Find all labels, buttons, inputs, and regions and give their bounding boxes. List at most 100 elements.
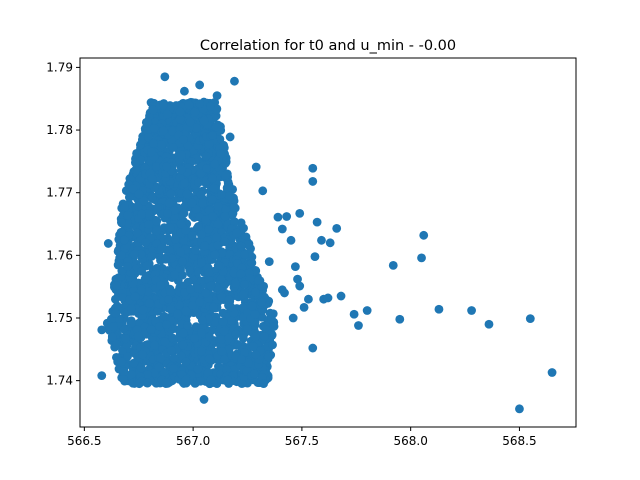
data-point [251, 350, 261, 360]
data-point [325, 238, 335, 248]
data-point [136, 286, 146, 296]
data-point [224, 333, 234, 343]
data-point [201, 215, 211, 225]
data-point [116, 250, 126, 260]
data-point [130, 292, 140, 302]
data-point [227, 210, 237, 220]
data-point [143, 117, 153, 127]
data-point [226, 302, 236, 312]
data-point [159, 100, 168, 110]
data-point [178, 340, 188, 350]
data-point [141, 238, 151, 247]
data-point [201, 151, 211, 161]
data-point [120, 202, 130, 212]
data-point [231, 329, 241, 339]
data-point [484, 319, 494, 329]
data-point [143, 133, 153, 142]
data-point [229, 268, 239, 278]
data-point [183, 277, 193, 287]
data-point [293, 274, 302, 284]
data-point [191, 204, 201, 214]
data-point [191, 245, 200, 255]
x-tick-label: 567.0 [176, 434, 210, 448]
data-point [124, 192, 134, 202]
data-point [176, 165, 186, 175]
data-point [176, 219, 186, 229]
data-point [176, 247, 185, 257]
data-point [147, 251, 157, 261]
data-point [217, 347, 227, 356]
data-point [434, 304, 444, 314]
data-point [149, 123, 159, 133]
data-point [290, 262, 300, 272]
data-point [209, 183, 219, 193]
data-point [111, 294, 120, 304]
data-point [206, 101, 215, 111]
data-point [168, 143, 178, 152]
data-point [128, 184, 138, 194]
data-point [280, 288, 289, 298]
data-point [211, 122, 221, 132]
data-point [247, 258, 257, 268]
data-point [197, 328, 206, 338]
x-axis: 566.5 567.0 567.5 568.0 568.5 [67, 427, 537, 448]
data-point [218, 317, 228, 327]
data-point [126, 318, 136, 328]
data-point [288, 313, 298, 323]
data-point [251, 287, 260, 297]
data-point [180, 178, 189, 188]
data-point [196, 230, 206, 240]
data-point [119, 235, 129, 245]
y-tick-label: 1.78 [46, 123, 73, 137]
data-point [103, 239, 113, 248]
data-point [308, 163, 318, 173]
data-point [137, 266, 147, 276]
data-point [239, 280, 249, 289]
data-point [184, 100, 194, 110]
data-point [258, 186, 268, 196]
data-point [112, 339, 122, 349]
data-point [178, 257, 187, 266]
data-point [187, 301, 197, 310]
data-point [243, 358, 253, 368]
data-point [165, 223, 175, 232]
x-tick-label: 568.5 [502, 434, 536, 448]
data-point [177, 270, 187, 280]
data-point [207, 325, 217, 335]
data-point [170, 234, 180, 244]
data-point [195, 297, 205, 307]
data-point [119, 367, 129, 376]
data-point [182, 189, 192, 199]
data-point [154, 362, 164, 372]
data-point [183, 321, 192, 330]
data-point [166, 346, 176, 355]
data-point [236, 269, 246, 279]
data-point [185, 117, 195, 127]
data-point [185, 265, 195, 275]
data-point [183, 141, 193, 151]
data-point [199, 395, 209, 404]
data-point [164, 295, 173, 304]
data-point [264, 352, 273, 362]
data-point [157, 243, 166, 253]
data-point [138, 305, 148, 315]
data-point [97, 371, 107, 381]
data-point [323, 293, 333, 303]
data-point [206, 281, 216, 291]
data-point [217, 248, 227, 258]
data-point [295, 208, 305, 218]
data-point [197, 315, 207, 325]
data-point [208, 212, 218, 221]
data-point [308, 343, 318, 353]
data-point [259, 379, 269, 389]
data-point [204, 139, 214, 149]
data-point [177, 150, 186, 160]
data-point [193, 364, 203, 374]
data-point [132, 228, 142, 238]
data-point [159, 126, 168, 136]
y-axis: 1.74 1.75 1.76 1.77 1.78 1.79 [46, 60, 80, 388]
data-point [224, 295, 234, 304]
data-point [231, 278, 240, 288]
data-point [153, 306, 163, 316]
